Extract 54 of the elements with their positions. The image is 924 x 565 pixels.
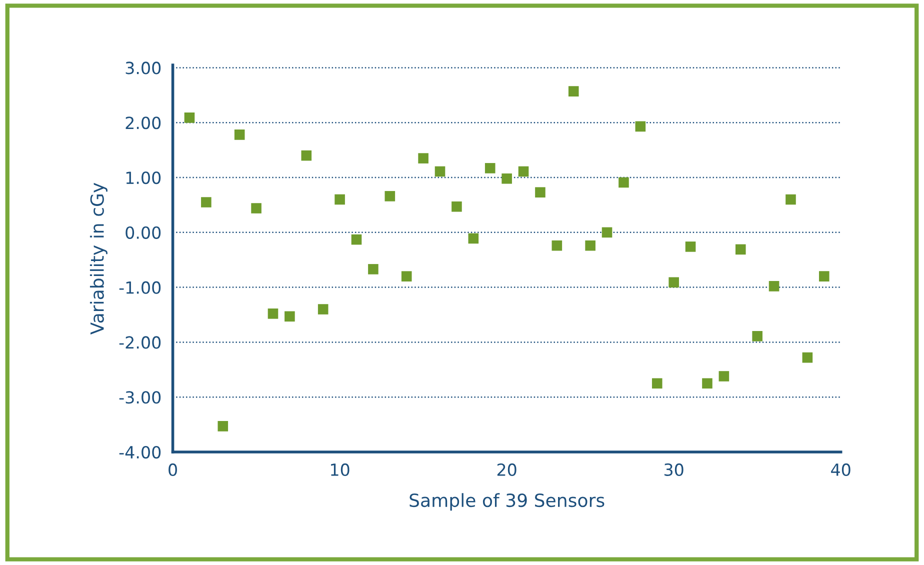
point xyxy=(585,240,596,251)
y-tick-label: -4.00 xyxy=(119,446,161,459)
x-tick-label: 40 xyxy=(831,463,850,476)
y-tick-label: -1.00 xyxy=(119,281,161,294)
point xyxy=(334,194,345,205)
point xyxy=(602,227,612,238)
point xyxy=(702,378,712,389)
point xyxy=(752,331,762,342)
x-tick-label: 0 xyxy=(168,463,177,476)
point xyxy=(452,201,462,212)
point xyxy=(201,197,212,208)
x-tick-label: 30 xyxy=(664,463,684,476)
point xyxy=(484,163,496,174)
point xyxy=(384,191,396,202)
y-tick-label: -2.00 xyxy=(119,336,161,349)
point xyxy=(786,194,796,205)
point xyxy=(468,233,479,244)
point xyxy=(518,166,529,177)
point xyxy=(234,130,245,140)
point xyxy=(668,277,679,288)
point xyxy=(284,311,295,322)
point xyxy=(401,271,412,282)
point xyxy=(535,187,546,198)
point xyxy=(652,378,662,389)
point xyxy=(184,112,195,123)
point xyxy=(368,264,378,274)
point xyxy=(552,240,562,251)
point xyxy=(218,421,228,432)
point xyxy=(251,203,262,214)
point xyxy=(685,242,696,252)
x-tick-label: 10 xyxy=(331,463,350,476)
y-tick-label: 0.00 xyxy=(126,226,161,239)
point xyxy=(268,308,278,319)
point xyxy=(735,244,746,255)
y-axis-title: Variability in cGy xyxy=(90,182,108,335)
point xyxy=(502,173,512,184)
x-tick-label: 20 xyxy=(497,463,516,476)
y-tick-label: 3.00 xyxy=(126,62,161,74)
point xyxy=(618,177,629,188)
point xyxy=(418,153,428,164)
y-tick-label: 1.00 xyxy=(126,171,161,184)
point xyxy=(818,271,830,282)
point xyxy=(568,86,579,96)
point xyxy=(318,304,328,314)
x-axis-title: Sample of 39 Sensors xyxy=(410,493,604,511)
point xyxy=(434,166,446,177)
point xyxy=(768,281,780,292)
point xyxy=(351,234,362,245)
point xyxy=(802,352,813,363)
point xyxy=(301,150,312,161)
y-tick-label: 2.00 xyxy=(126,116,161,130)
point xyxy=(635,121,646,132)
point xyxy=(718,371,730,382)
y-tick-label: -3.00 xyxy=(119,391,161,404)
